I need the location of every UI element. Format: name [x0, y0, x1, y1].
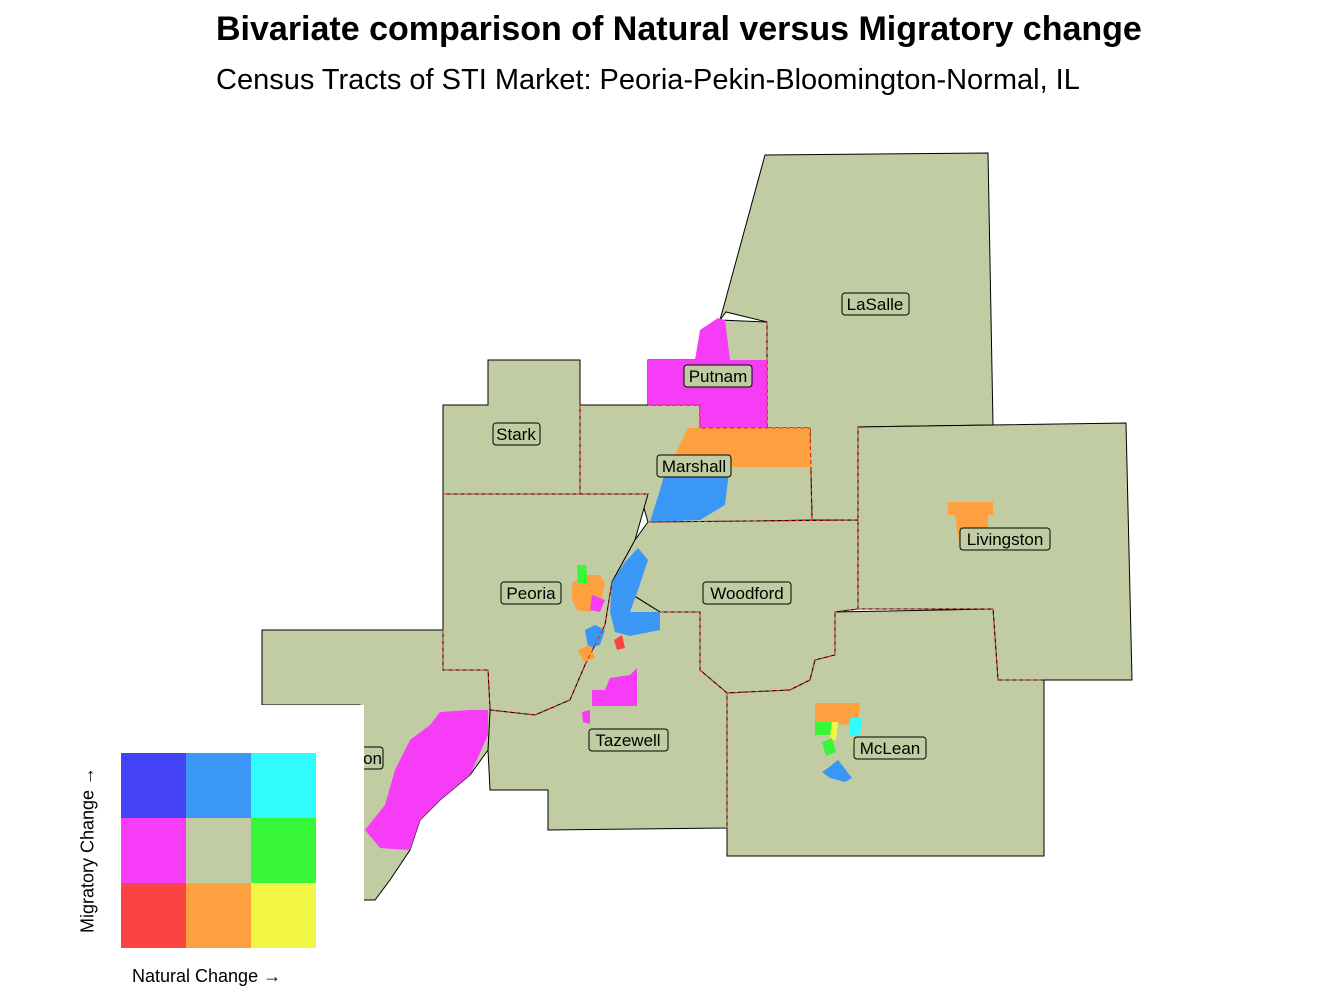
svg-text:Marshall: Marshall	[662, 457, 726, 476]
label-putnam: Putnam	[683, 364, 753, 388]
tract-woodford-blue	[610, 548, 660, 636]
label-peoria: Peoria	[500, 581, 562, 605]
label-woodford: Woodford	[702, 581, 792, 605]
label-stark: Stark	[492, 422, 541, 446]
legend-cell-migratory-high-natural-low	[121, 753, 186, 818]
tract-peoria-green	[577, 565, 588, 583]
label-lasalle: LaSalle	[841, 292, 910, 316]
tract-tazewell-magenta	[592, 668, 637, 706]
svg-text:Putnam: Putnam	[689, 367, 748, 386]
map-subtitle: Census Tracts of STI Market: Peoria-Peki…	[216, 64, 1080, 96]
legend-cell-migratory-medium-natural-low	[121, 818, 186, 883]
border-marshall-woodford	[647, 519, 859, 523]
legend-cell-migratory-low-natural-low	[121, 883, 186, 948]
legend-cell-migratory-high-natural-medium	[186, 753, 251, 818]
label-mclean: McLean	[853, 736, 927, 760]
svg-text:Livingston: Livingston	[967, 530, 1044, 549]
tract-mclean-green	[815, 722, 832, 735]
border-woodford-tazewell	[660, 611, 728, 828]
tract-fulton-magenta	[365, 710, 488, 850]
tract-mclean-cyan	[850, 718, 862, 735]
legend-cell-migratory-low-natural-medium	[186, 883, 251, 948]
county-mclean	[726, 608, 1045, 857]
svg-text:Peoria: Peoria	[506, 584, 556, 603]
tract-marshall-orange	[675, 428, 812, 467]
border-livingston-mclean	[858, 608, 1044, 681]
legend-y-axis-label: Migratory Change →	[77, 766, 98, 934]
svg-text:LaSalle: LaSalle	[847, 295, 904, 314]
tract-peoria-blue	[585, 625, 605, 648]
svg-text:McLean: McLean	[860, 739, 920, 758]
label-livingston: Livingston	[959, 527, 1051, 551]
county-borders	[442, 322, 1044, 828]
legend-cell-migratory-medium-natural-high	[251, 818, 316, 883]
census-tract-fills	[365, 318, 993, 850]
tract-mclean-yellow	[830, 722, 838, 740]
bivariate-legend-grid	[121, 753, 316, 948]
legend-cell-migratory-medium-natural-medium	[186, 818, 251, 883]
county-labels: LaSalle Putnam Stark Marshall Livingston…	[339, 292, 1051, 770]
legend-x-axis-label: Natural Change →	[132, 966, 282, 986]
tract-mclean-green-2	[822, 738, 836, 756]
tract-tazewell-magenta-2	[582, 710, 590, 724]
svg-text:on: on	[363, 749, 382, 768]
tract-mclean-blue	[822, 760, 852, 782]
tract-peoria-orange-2	[578, 645, 595, 662]
border-peoria-tazewell	[489, 581, 613, 716]
svg-text:Woodford: Woodford	[710, 584, 783, 603]
border-woodford-mclean	[726, 608, 859, 694]
tract-peoria-magenta	[590, 595, 605, 612]
svg-text:Tazewell: Tazewell	[595, 731, 660, 750]
label-tazewell: Tazewell	[588, 728, 669, 752]
svg-text:Stark: Stark	[496, 425, 536, 444]
legend-cell-migratory-low-natural-high	[251, 883, 316, 948]
tract-mclean-orange	[815, 703, 860, 725]
map-title: Bivariate comparison of Natural versus M…	[216, 10, 1142, 48]
legend-cell-migratory-high-natural-high	[251, 753, 316, 818]
tract-tazewell-red	[614, 635, 625, 650]
border-peoria-fulton	[442, 630, 491, 711]
label-marshall: Marshall	[656, 454, 732, 478]
